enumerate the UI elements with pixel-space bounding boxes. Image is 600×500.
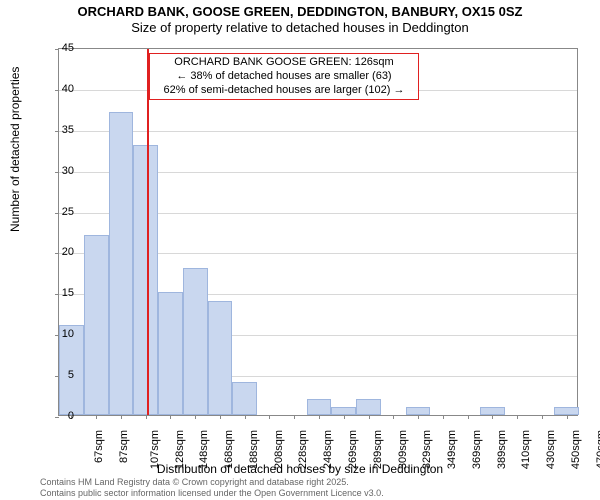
ytick-label: 0 xyxy=(44,410,74,422)
xtick-label: 208sqm xyxy=(273,430,285,469)
ytick-label: 30 xyxy=(44,165,74,177)
xtick-label: 228sqm xyxy=(298,430,310,469)
plot-area: ORCHARD BANK GOOSE GREEN: 126sqm← 38% of… xyxy=(58,48,578,416)
ytick-label: 40 xyxy=(44,83,74,95)
histogram-bar xyxy=(480,407,505,415)
xtick-label: 168sqm xyxy=(223,430,235,469)
xtick-label: 369sqm xyxy=(471,430,483,469)
annotation-line: ← 38% of detached houses are smaller (63… xyxy=(156,70,412,84)
chart: ORCHARD BANK GOOSE GREEN: 126sqm← 38% of… xyxy=(58,48,578,416)
histogram-bar xyxy=(208,301,233,415)
xtick-mark xyxy=(418,415,419,419)
histogram-bar xyxy=(183,268,208,415)
y-axis-label: Number of detached properties xyxy=(8,67,22,232)
histogram-bar xyxy=(406,407,431,415)
histogram-bar xyxy=(109,112,134,415)
ytick-label: 15 xyxy=(44,287,74,299)
xtick-label: 269sqm xyxy=(347,430,359,469)
ytick-label: 20 xyxy=(44,246,74,258)
xtick-mark xyxy=(245,415,246,419)
xtick-label: 289sqm xyxy=(372,430,384,469)
histogram-bar xyxy=(356,399,381,415)
xtick-label: 107sqm xyxy=(149,430,161,469)
footer-attribution: Contains HM Land Registry data © Crown c… xyxy=(40,477,384,498)
xtick-mark xyxy=(492,415,493,419)
xtick-label: 148sqm xyxy=(199,430,211,469)
annotation-line: ORCHARD BANK GOOSE GREEN: 126sqm xyxy=(156,56,412,70)
property-marker-line xyxy=(147,49,149,415)
histogram-bar xyxy=(158,292,183,415)
xtick-mark xyxy=(195,415,196,419)
xtick-mark xyxy=(146,415,147,419)
ytick-label: 10 xyxy=(44,328,74,340)
xtick-label: 410sqm xyxy=(520,430,532,469)
annotation-box: ORCHARD BANK GOOSE GREEN: 126sqm← 38% of… xyxy=(149,53,419,100)
ytick-label: 45 xyxy=(44,42,74,54)
xtick-mark xyxy=(567,415,568,419)
xtick-mark xyxy=(121,415,122,419)
page-title-2: Size of property relative to detached ho… xyxy=(0,20,600,36)
ytick-label: 35 xyxy=(44,124,74,136)
xtick-mark xyxy=(294,415,295,419)
footer-line-1: Contains HM Land Registry data © Crown c… xyxy=(40,477,384,487)
histogram-bar xyxy=(307,399,332,415)
histogram-bar xyxy=(554,407,579,415)
xtick-mark xyxy=(96,415,97,419)
ytick-label: 25 xyxy=(44,206,74,218)
xtick-label: 87sqm xyxy=(118,430,130,463)
xtick-mark xyxy=(269,415,270,419)
gridline xyxy=(59,131,577,132)
xtick-label: 67sqm xyxy=(93,430,105,463)
histogram-bar xyxy=(232,382,257,415)
xtick-mark xyxy=(517,415,518,419)
page-title-1: ORCHARD BANK, GOOSE GREEN, DEDDINGTON, B… xyxy=(0,4,600,20)
xtick-label: 188sqm xyxy=(248,430,260,469)
xtick-mark xyxy=(468,415,469,419)
xtick-label: 450sqm xyxy=(570,430,582,469)
xtick-mark xyxy=(344,415,345,419)
histogram-bar xyxy=(84,235,109,415)
xtick-label: 389sqm xyxy=(496,430,508,469)
xtick-label: 470sqm xyxy=(595,430,600,469)
xtick-label: 349sqm xyxy=(446,430,458,469)
histogram-bar xyxy=(331,407,356,415)
annotation-line: 62% of semi-detached houses are larger (… xyxy=(156,84,412,98)
xtick-mark xyxy=(542,415,543,419)
xtick-label: 128sqm xyxy=(174,430,186,469)
xtick-mark xyxy=(170,415,171,419)
xtick-label: 309sqm xyxy=(397,430,409,469)
xtick-mark xyxy=(393,415,394,419)
xtick-label: 430sqm xyxy=(545,430,557,469)
histogram-bar xyxy=(133,145,158,415)
xtick-mark xyxy=(443,415,444,419)
xtick-mark xyxy=(319,415,320,419)
xtick-label: 248sqm xyxy=(322,430,334,469)
xtick-label: 329sqm xyxy=(421,430,433,469)
footer-line-2: Contains public sector information licen… xyxy=(40,488,384,498)
xtick-mark xyxy=(220,415,221,419)
ytick-label: 5 xyxy=(44,369,74,381)
xtick-mark xyxy=(369,415,370,419)
